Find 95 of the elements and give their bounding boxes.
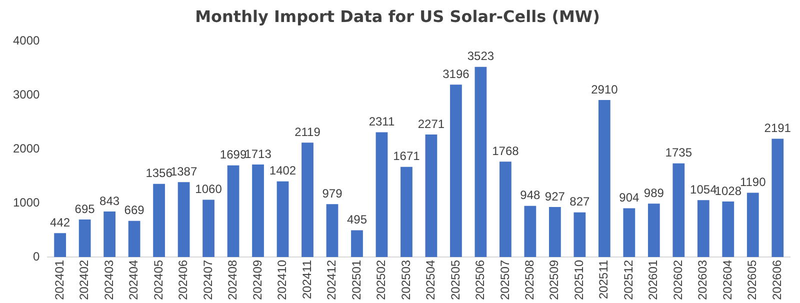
data-label: 904	[619, 190, 640, 205]
bar	[178, 182, 190, 257]
x-tick-label: 202601	[646, 260, 660, 300]
bar	[574, 212, 586, 257]
x-tick-label: 202412	[324, 260, 339, 300]
data-label: 2119	[294, 124, 321, 139]
x-tick-label: 202603	[696, 260, 710, 300]
data-label: 442	[50, 215, 70, 230]
data-label: 1671	[393, 149, 420, 164]
x-tick-label: 202504	[424, 260, 438, 300]
x-tick-label: 202501	[349, 260, 364, 300]
x-tick-label: 202506	[473, 260, 488, 300]
data-label: 3523	[467, 49, 494, 64]
bar	[351, 230, 363, 257]
data-label: 948	[520, 188, 541, 202]
bar	[252, 164, 264, 257]
x-tick-label: 202406	[176, 260, 190, 300]
x-tick-label: 202503	[398, 260, 413, 300]
x-tick-label: 202509	[547, 260, 562, 300]
bar	[302, 142, 314, 257]
data-label: 1060	[195, 182, 222, 196]
x-tick-label: 202407	[200, 260, 215, 300]
bar	[450, 84, 462, 257]
data-label: 2191	[764, 121, 792, 136]
x-tick-label: 202411	[300, 260, 314, 300]
bar	[54, 233, 66, 257]
data-label: 827	[570, 194, 590, 209]
bar	[474, 66, 487, 257]
data-label: 1713	[244, 146, 272, 161]
data-label: 1735	[665, 146, 692, 160]
bar	[202, 200, 214, 257]
x-tick-label: 202505	[448, 260, 462, 300]
bar	[425, 134, 438, 257]
bar	[128, 220, 140, 257]
x-tick-label: 202408	[226, 260, 240, 300]
y-tick-label: 3000	[12, 87, 40, 102]
x-tick-label: 202402	[77, 260, 92, 300]
data-label: 1402	[269, 164, 296, 178]
data-label: 1190	[740, 175, 766, 190]
bar	[549, 206, 561, 257]
bar	[78, 219, 91, 257]
x-tick-label: 202510	[572, 260, 586, 300]
data-label: 1699	[220, 148, 247, 162]
chart-title: Monthly Import Data for US Solar-Cells (MW)	[195, 6, 600, 26]
bar	[400, 166, 412, 257]
data-label: 495	[346, 212, 368, 227]
bar	[524, 206, 536, 257]
x-tick-label: 202405	[151, 260, 166, 300]
bar	[227, 165, 240, 257]
data-label: 669	[124, 203, 145, 218]
data-label: 979	[322, 186, 343, 200]
x-tick-label: 202502	[374, 260, 388, 300]
bar	[376, 132, 388, 257]
bar	[326, 204, 338, 257]
data-label: 843	[100, 194, 120, 208]
data-label: 1387	[170, 164, 198, 178]
y-tick-label: 1000	[12, 195, 40, 210]
bar	[746, 192, 759, 257]
x-tick-label: 202508	[522, 260, 537, 300]
bar	[648, 204, 660, 257]
x-tick-label: 202512	[621, 260, 636, 300]
data-label: 989	[644, 186, 664, 200]
x-tick-label: 202507	[498, 260, 512, 300]
bar	[623, 208, 636, 257]
data-label: 1768	[492, 144, 520, 158]
bar	[598, 100, 610, 257]
bar	[500, 162, 512, 257]
data-label: 927	[544, 189, 566, 204]
x-tick-label: 202401	[52, 260, 66, 300]
x-tick-label: 202606	[770, 260, 784, 300]
data-label: 2271	[418, 116, 445, 131]
bar	[672, 163, 685, 257]
y-tick-label: 2000	[12, 141, 40, 156]
data-label: 1356	[146, 166, 173, 180]
data-label: 695	[74, 202, 96, 216]
data-label: 1028	[714, 184, 742, 198]
data-label: 2910	[591, 82, 618, 96]
x-tick-label: 202410	[275, 260, 290, 300]
bar	[276, 181, 289, 257]
x-tick-label: 202409	[250, 260, 264, 300]
y-tick-label: 0	[33, 249, 40, 264]
bar	[722, 202, 734, 257]
x-tick-label: 202605	[745, 260, 760, 300]
x-tick-label: 202511	[596, 260, 611, 300]
bar	[104, 211, 116, 257]
bar	[697, 200, 710, 257]
bar	[772, 138, 784, 257]
data-label: 3196	[442, 66, 470, 81]
x-tick-label: 202404	[126, 260, 141, 300]
x-tick-label: 202602	[670, 260, 685, 300]
y-tick-label: 4000	[12, 34, 40, 48]
x-tick-label: 202403	[102, 260, 116, 300]
x-tick-label: 202604	[720, 260, 734, 300]
bar	[153, 184, 165, 257]
data-label: 2311	[368, 114, 395, 129]
